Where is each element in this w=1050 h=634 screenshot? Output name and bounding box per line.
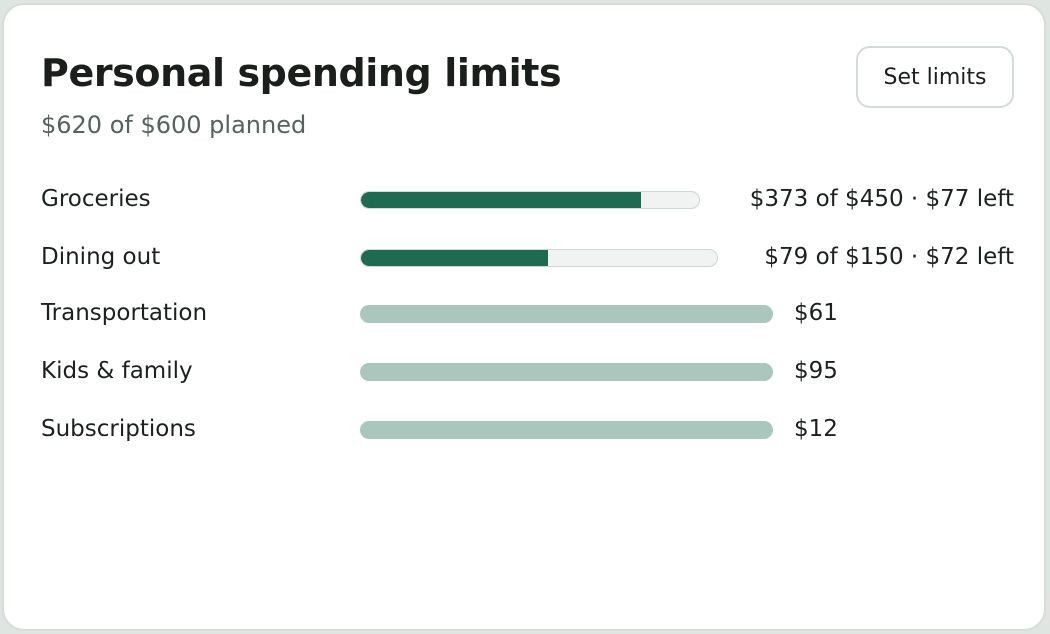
- category-row-transportation[interactable]: Transportation $61: [4, 296, 1048, 332]
- progress-track-no-limit: [360, 363, 773, 381]
- planned-summary: $620 of $600 planned: [41, 111, 307, 139]
- progress-fill: [361, 192, 642, 208]
- category-row-kids-family[interactable]: Kids & family $95: [4, 354, 1048, 390]
- category-amount: $79 of $150 · $72 left: [764, 244, 1014, 270]
- category-row-groceries[interactable]: Groceries $373 of $450 · $77 left: [4, 182, 1048, 218]
- category-label: Groceries: [41, 186, 151, 212]
- progress-track-no-limit: [360, 305, 773, 323]
- category-amount: $95: [794, 358, 838, 384]
- category-label: Kids & family: [41, 358, 193, 384]
- progress-track: [360, 249, 718, 267]
- category-row-subscriptions[interactable]: Subscriptions $12: [4, 412, 1048, 448]
- category-label: Dining out: [41, 244, 161, 270]
- card-title: Personal spending limits: [41, 51, 562, 95]
- set-limits-button[interactable]: Set limits: [856, 46, 1014, 108]
- category-amount: $373 of $450 · $77 left: [749, 186, 1014, 212]
- category-amount: $61: [794, 300, 838, 326]
- category-label: Subscriptions: [41, 416, 196, 442]
- progress-track: [360, 191, 700, 209]
- progress-track-no-limit: [360, 421, 773, 439]
- category-row-dining-out[interactable]: Dining out $79 of $150 · $72 left: [4, 240, 1048, 276]
- category-label: Transportation: [41, 300, 208, 326]
- progress-fill: [361, 250, 549, 266]
- spending-limits-card: Personal spending limits $620 of $600 pl…: [2, 3, 1046, 631]
- category-amount: $12: [794, 416, 838, 442]
